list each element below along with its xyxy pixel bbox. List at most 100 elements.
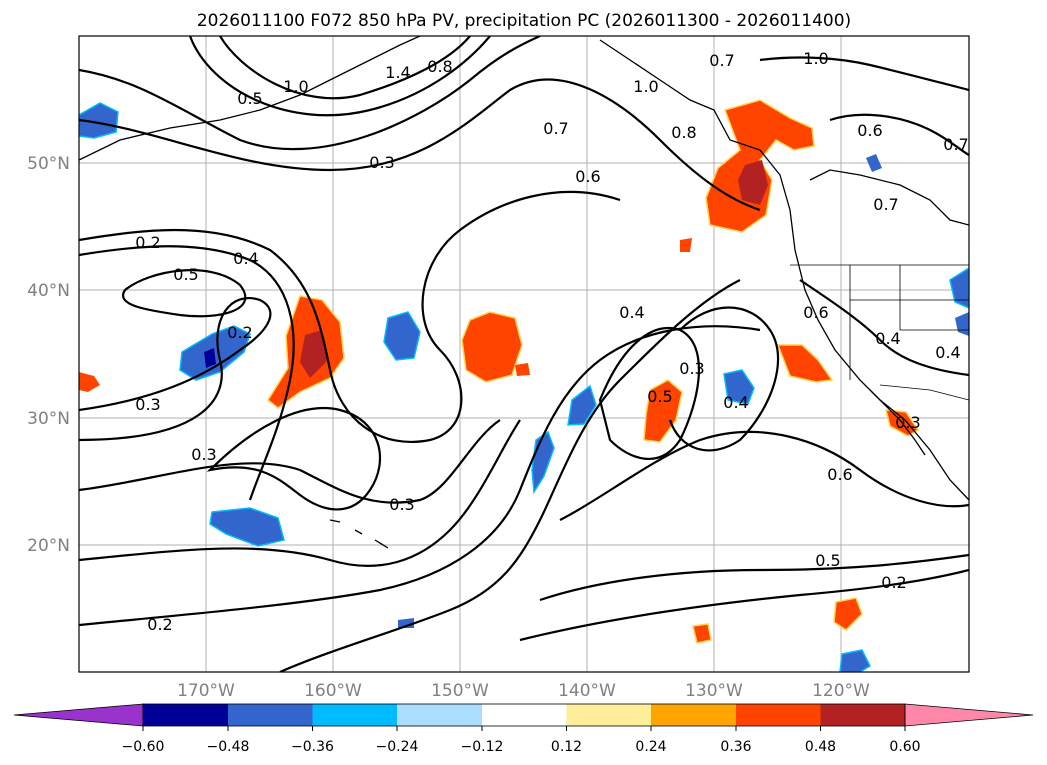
contour-11 <box>79 419 521 567</box>
contour-labels: 1.0 0.5 1.4 0.8 0.3 0.7 0.6 0.8 1.0 0.7 … <box>135 49 968 634</box>
contour-14 <box>598 327 700 460</box>
precip-positive-central <box>461 311 523 383</box>
contour-5 <box>79 190 621 443</box>
colorbar-segment <box>736 704 821 726</box>
colorbar-label: 0.24 <box>635 739 666 755</box>
contour-label: 0.2 <box>147 615 172 634</box>
contour-label: 0.8 <box>427 57 452 76</box>
precip-strong-negative-west <box>204 348 216 368</box>
lon-label-160w: 160°W <box>304 681 362 701</box>
contour-label: 0.4 <box>723 393 748 412</box>
graticule <box>79 36 969 672</box>
precip-negative-west <box>179 325 251 381</box>
lat-label-20n: 20°N <box>27 536 70 556</box>
colorbar-segment <box>397 704 482 726</box>
precip-positive-south-1 <box>833 597 863 631</box>
coastline-north-america <box>599 39 969 501</box>
precip-positive-south-2 <box>692 623 712 644</box>
colorbar-extend-high <box>904 703 1034 727</box>
contour-label: 0.3 <box>389 495 414 514</box>
map-panel: 1.0 0.5 1.4 0.8 0.3 0.7 0.6 0.8 1.0 0.7 … <box>78 35 970 673</box>
precip-negative-south <box>209 507 285 547</box>
colorbar-segment <box>482 704 567 726</box>
lon-label-130w: 130°W <box>685 681 743 701</box>
colorbar-labels: −0.60 −0.48 −0.36 −0.24 −0.12 0.12 0.24 … <box>122 739 921 755</box>
colorbar-segment <box>143 704 228 726</box>
colorbar-label: −0.12 <box>461 739 504 755</box>
pv-contours <box>79 36 969 672</box>
border-us-mexico <box>879 384 969 401</box>
precip-max-dateline <box>300 330 328 378</box>
precip-positive-bc-offshore <box>776 344 834 383</box>
contour-4 <box>79 78 761 212</box>
contour-2 <box>188 36 491 117</box>
contour-8 <box>79 297 272 442</box>
contour-10 <box>79 419 501 504</box>
precip-negative-nw <box>79 102 119 139</box>
contour-label: 0.6 <box>827 465 852 484</box>
contour-12 <box>79 325 761 627</box>
coastline-hawaii <box>329 519 389 549</box>
contour-label: 0.5 <box>815 551 840 570</box>
contour-label: 0.2 <box>135 233 160 252</box>
colorbar-label: −0.24 <box>376 739 419 755</box>
lat-label-40n: 40°N <box>27 281 70 301</box>
contour-label: 1.0 <box>633 77 658 96</box>
longitude-axis: 170°W 160°W 150°W 140°W 130°W 120°W <box>177 681 870 701</box>
precip-negative-east-3 <box>723 369 755 405</box>
map-frame <box>78 35 970 673</box>
precip-negative-small-canada <box>866 154 882 172</box>
contour-label: 0.6 <box>575 167 600 186</box>
colorbar-label: 0.36 <box>720 739 751 755</box>
contour-label: 0.7 <box>873 195 898 214</box>
contour-19 <box>759 56 969 92</box>
coastline-hudson-inland <box>809 169 969 226</box>
colorbar-extend-low <box>13 703 144 727</box>
contour-label: 0.7 <box>543 119 568 138</box>
precip-positive-east <box>643 379 683 443</box>
contour-1 <box>219 36 471 100</box>
contour-label: 0.8 <box>671 123 696 142</box>
colorbar: −0.60 −0.48 −0.36 −0.24 −0.12 0.12 0.24 … <box>13 703 1034 755</box>
contour-label: 1.4 <box>385 63 410 82</box>
contour-label: 0.2 <box>881 573 906 592</box>
colorbar-segment <box>651 704 736 726</box>
contour-21 <box>799 279 969 377</box>
precip-negative-south-east <box>839 649 871 672</box>
colorbar-ticks <box>142 726 906 731</box>
colorbar-label: 0.48 <box>805 739 836 755</box>
lat-label-30n: 30°N <box>27 409 70 429</box>
contour-label: 0.3 <box>191 445 216 464</box>
contour-label: 0.5 <box>647 387 672 406</box>
contour-label: 0.4 <box>233 249 258 268</box>
contour-label: 0.7 <box>709 51 734 70</box>
precip-positive-west-edge <box>79 372 100 392</box>
border-states <box>849 265 969 380</box>
contour-label: 0.5 <box>173 265 198 284</box>
contour-15 <box>668 306 780 452</box>
colorbar-label: −0.60 <box>122 739 165 755</box>
colorbar-segment <box>566 704 651 726</box>
colorbar-label: 0.12 <box>551 739 582 755</box>
contour-label: 0.7 <box>943 135 968 154</box>
colorbar-segment <box>820 704 905 726</box>
lat-label-50n: 50°N <box>27 154 70 174</box>
contour-label: 0.5 <box>237 89 262 108</box>
lon-label-170w: 170°W <box>177 681 235 701</box>
contour-6 <box>79 245 295 501</box>
contour-18 <box>519 568 969 642</box>
contour-9 <box>206 407 382 511</box>
contour-7 <box>122 269 247 318</box>
colorbar-segment <box>228 704 313 726</box>
contour-label: 0.3 <box>135 395 160 414</box>
colorbar-label: −0.36 <box>291 739 334 755</box>
contour-13 <box>279 279 741 672</box>
lon-label-150w: 150°W <box>431 681 489 701</box>
contour-label: 1.0 <box>283 77 308 96</box>
lon-label-120w: 120°W <box>812 681 870 701</box>
figure-title: 2026011100 F072 850 hPa PV, precipitatio… <box>197 11 851 31</box>
precip-positive-small-central <box>515 363 530 376</box>
precip-max-alaska-panhandle <box>738 160 768 205</box>
contour-label: 0.3 <box>895 413 920 432</box>
